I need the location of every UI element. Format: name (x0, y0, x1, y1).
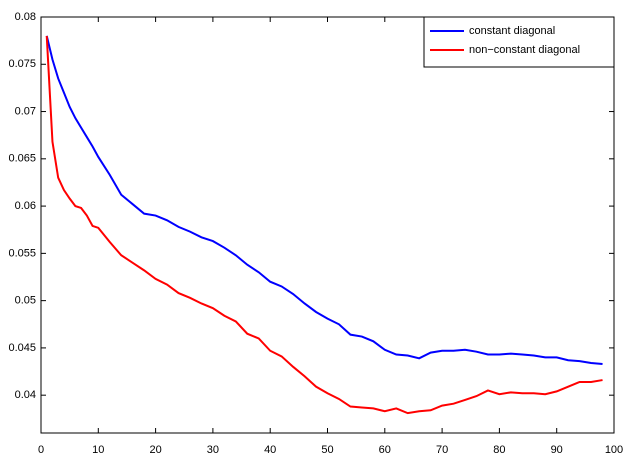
legend-box (423, 16, 615, 68)
x-tick-label: 0 (38, 444, 44, 456)
x-tick-label: 90 (551, 444, 563, 456)
y-tick-label: 0.075 (8, 58, 36, 70)
y-tick-label: 0.045 (8, 342, 36, 354)
x-tick-label: 100 (605, 444, 623, 456)
x-tick-label: 70 (436, 444, 448, 456)
y-tick-label: 0.065 (8, 153, 36, 165)
data-line (45, 35, 603, 415)
x-tick-label: 40 (264, 444, 276, 456)
y-tick-label: 0.04 (15, 389, 36, 401)
x-tick-label: 10 (92, 444, 104, 456)
plot-area (40, 16, 615, 434)
x-tick-label: 80 (493, 444, 505, 456)
y-tick-label: 0.08 (15, 11, 36, 23)
y-tick-label: 0.055 (8, 247, 36, 259)
legend-label: constant diagonal (469, 25, 555, 37)
y-tick-label: 0.05 (15, 295, 36, 307)
x-tick-label: 60 (379, 444, 391, 456)
y-tick-label: 0.07 (15, 105, 36, 117)
legend-label: non−constant diagonal (469, 44, 580, 56)
data-line (45, 35, 603, 365)
x-tick-label: 50 (321, 444, 333, 456)
y-tick-label: 0.06 (15, 200, 36, 212)
x-tick-label: 30 (207, 444, 219, 456)
x-tick-label: 20 (149, 444, 161, 456)
